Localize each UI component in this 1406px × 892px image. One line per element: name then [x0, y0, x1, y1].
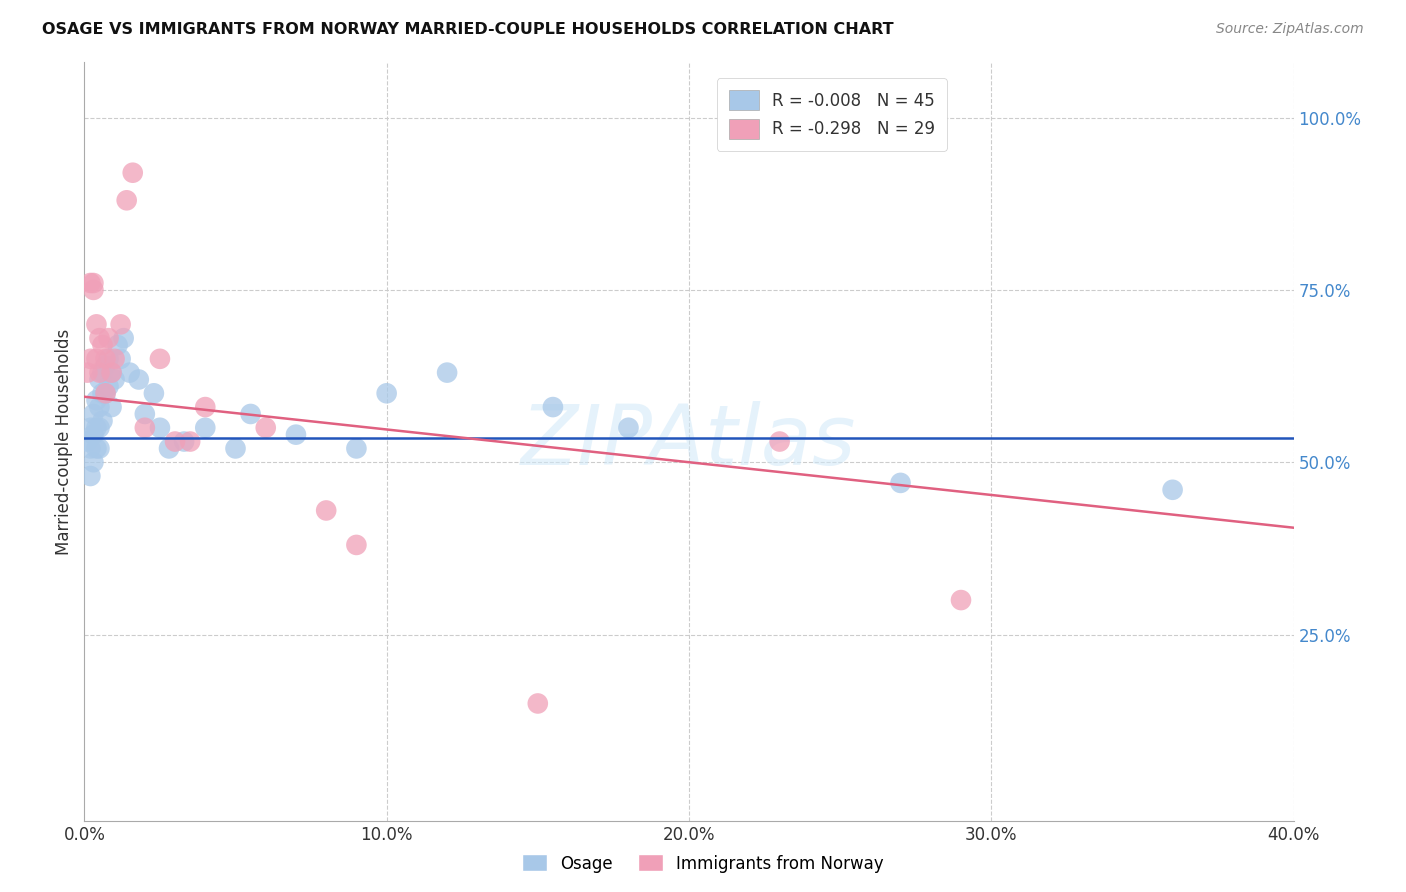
- Point: [86, 421, 108, 435]
- Point: [79, 442, 101, 456]
- Point: [79, 276, 101, 290]
- Point: [86, 318, 108, 332]
- Point: [100, 366, 122, 380]
- Point: [375, 386, 398, 401]
- Point: [617, 421, 640, 435]
- Point: [239, 407, 262, 421]
- Point: [134, 421, 156, 435]
- Point: [1161, 483, 1184, 497]
- Point: [142, 386, 165, 401]
- Point: [94, 351, 117, 366]
- Point: [91, 414, 114, 428]
- Point: [110, 351, 132, 366]
- Point: [110, 318, 132, 332]
- Point: [134, 407, 156, 421]
- Point: [97, 351, 120, 366]
- Point: [89, 331, 111, 345]
- Point: [149, 421, 172, 435]
- Point: [100, 366, 122, 380]
- Point: [107, 338, 129, 352]
- Point: [769, 434, 792, 449]
- Text: OSAGE VS IMMIGRANTS FROM NORWAY MARRIED-COUPLE HOUSEHOLDS CORRELATION CHART: OSAGE VS IMMIGRANTS FROM NORWAY MARRIED-…: [42, 22, 894, 37]
- Point: [118, 366, 141, 380]
- Point: [121, 166, 143, 180]
- Point: [89, 400, 111, 414]
- Point: [436, 366, 458, 380]
- Point: [527, 697, 550, 711]
- Point: [76, 434, 98, 449]
- Point: [82, 455, 104, 469]
- Point: [157, 442, 180, 456]
- Point: [91, 366, 114, 380]
- Point: [89, 442, 111, 456]
- Point: [91, 338, 114, 352]
- Point: [82, 283, 104, 297]
- Point: [91, 386, 114, 401]
- Point: [94, 359, 117, 373]
- Point: [194, 421, 217, 435]
- Point: [86, 393, 108, 408]
- Point: [97, 379, 120, 393]
- Legend: R = -0.008   N = 45, R = -0.298   N = 29: R = -0.008 N = 45, R = -0.298 N = 29: [717, 78, 946, 151]
- Point: [173, 434, 195, 449]
- Point: [104, 351, 127, 366]
- Point: [100, 400, 122, 414]
- Point: [94, 386, 117, 401]
- Point: [79, 351, 101, 366]
- Text: Source: ZipAtlas.com: Source: ZipAtlas.com: [1216, 22, 1364, 37]
- Point: [82, 407, 104, 421]
- Point: [541, 400, 564, 414]
- Point: [97, 331, 120, 345]
- Point: [86, 442, 108, 456]
- Point: [79, 421, 101, 435]
- Point: [79, 469, 101, 483]
- Point: [890, 475, 912, 490]
- Point: [285, 427, 308, 442]
- Point: [128, 372, 150, 386]
- Point: [89, 366, 111, 380]
- Point: [194, 400, 217, 414]
- Point: [82, 427, 104, 442]
- Point: [82, 276, 104, 290]
- Point: [86, 351, 108, 366]
- Point: [149, 351, 172, 366]
- Point: [254, 421, 277, 435]
- Point: [115, 194, 138, 208]
- Point: [165, 434, 187, 449]
- Point: [346, 442, 368, 456]
- Text: ZIPAtlas: ZIPAtlas: [522, 401, 856, 482]
- Point: [89, 421, 111, 435]
- Point: [225, 442, 247, 456]
- Y-axis label: Married-couple Households: Married-couple Households: [55, 328, 73, 555]
- Point: [104, 372, 127, 386]
- Point: [112, 331, 135, 345]
- Point: [315, 503, 337, 517]
- Point: [89, 372, 111, 386]
- Point: [346, 538, 368, 552]
- Point: [950, 593, 973, 607]
- Point: [76, 366, 98, 380]
- Point: [179, 434, 201, 449]
- Point: [94, 386, 117, 401]
- Legend: Osage, Immigrants from Norway: Osage, Immigrants from Norway: [516, 847, 890, 880]
